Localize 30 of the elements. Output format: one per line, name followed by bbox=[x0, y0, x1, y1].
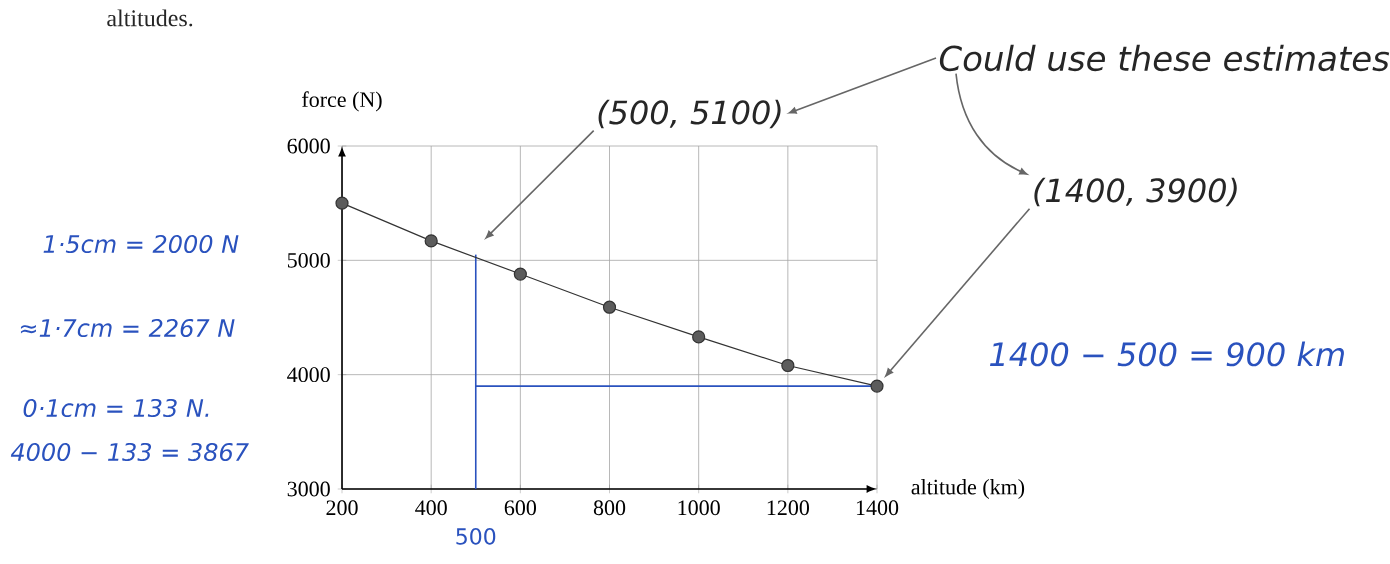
x-tick-label: 1200 bbox=[767, 500, 810, 516]
ref-line-label: 500 bbox=[456, 528, 496, 545]
y-axis-title: force (N) bbox=[302, 91, 382, 112]
y-tick-label: 5000 bbox=[287, 252, 330, 268]
x-tick-label: 1000 bbox=[678, 500, 720, 516]
x-tick-label: 1400 bbox=[856, 500, 899, 516]
point bbox=[424, 234, 438, 248]
text: 1·5cm = 2000 N bbox=[43, 234, 239, 254]
text: 1400 − 500 = 900 km bbox=[989, 341, 1344, 367]
y-tick-label: 4000 bbox=[287, 367, 330, 383]
x-axis-title: altitude (km) bbox=[911, 479, 1025, 499]
text: altitudes. bbox=[107, 9, 193, 27]
x-tick-label: 600 bbox=[504, 500, 537, 516]
point bbox=[870, 379, 884, 393]
point bbox=[781, 358, 795, 373]
y-tick-label: 6000 bbox=[287, 138, 330, 154]
text: 0·1cm = 133 N. bbox=[23, 398, 209, 418]
x-tick-label: 800 bbox=[593, 500, 626, 516]
point bbox=[602, 300, 617, 314]
text: Could use these estimates bbox=[939, 44, 1390, 72]
text: 4000 − 133 = 3867 bbox=[10, 442, 249, 462]
point bbox=[692, 330, 706, 344]
text: (1400, 3900) bbox=[1034, 177, 1237, 207]
y-tick-label: 3000 bbox=[287, 481, 330, 497]
x-tick-label: 200 bbox=[326, 500, 358, 516]
text: (500, 5100) bbox=[598, 99, 781, 129]
x-tick-label: 400 bbox=[415, 500, 447, 516]
point bbox=[513, 267, 527, 281]
point bbox=[335, 196, 349, 210]
text: ≈1·7cm = 2267 N bbox=[20, 318, 235, 338]
